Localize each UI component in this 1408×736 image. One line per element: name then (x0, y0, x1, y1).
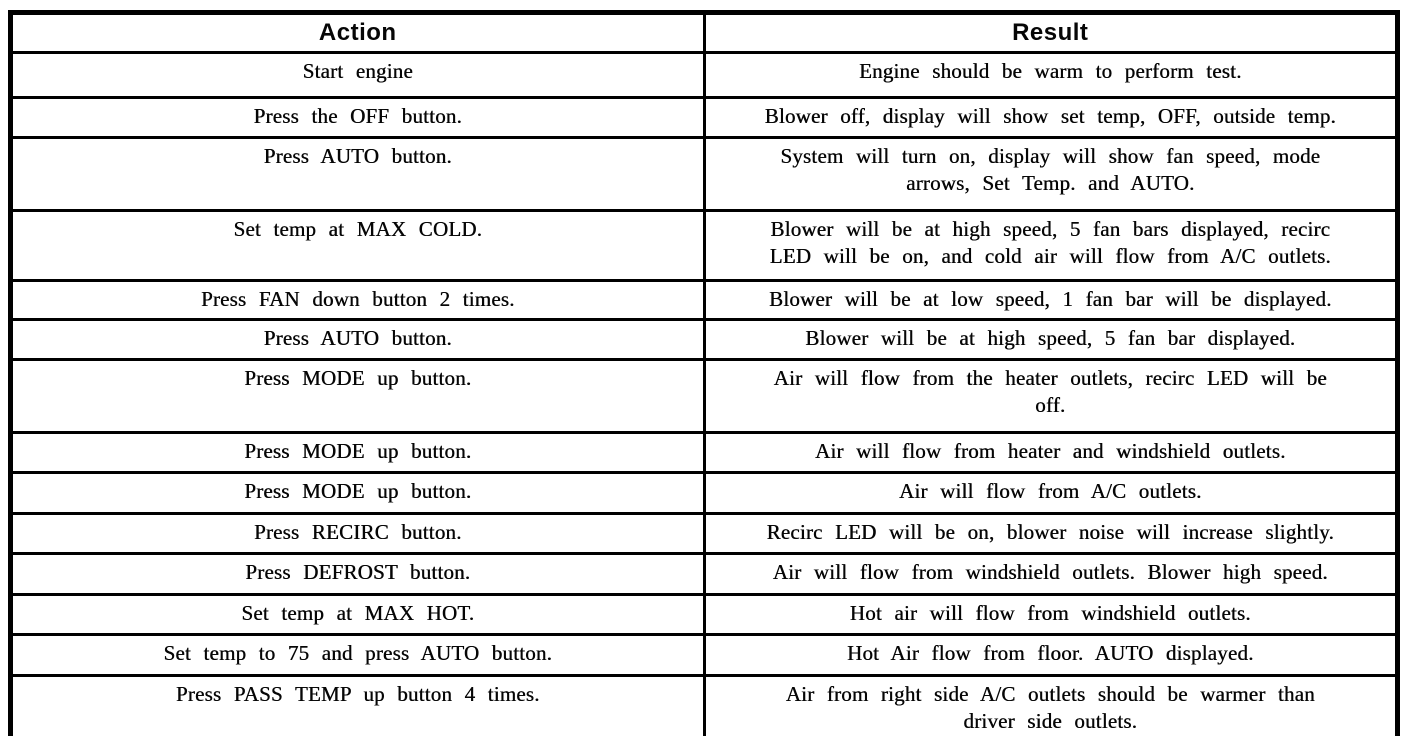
result-cell: Blower will be at low speed, 1 fan bar w… (702, 279, 1399, 321)
action-cell: Press MODE up button. (9, 471, 706, 515)
table-row: Set temp at MAX COLD. Blower will be at h… (9, 209, 1399, 282)
action-cell: Press PASS TEMP up button 4 times. (9, 674, 706, 736)
result-cell: Air will flow from windshield outlets. B… (702, 552, 1399, 596)
table-row: Press the OFF button. Blower off, display… (9, 96, 1399, 139)
result-cell: Hot air will flow from windshield outlet… (702, 593, 1399, 636)
column-header-action: Action (9, 11, 706, 54)
action-cell: Press MODE up button. (9, 358, 706, 434)
action-cell: Press RECIRC button. (9, 512, 706, 555)
action-cell: Start engine (9, 51, 706, 99)
table-row: Press FAN down button 2 times. Blower wil… (9, 279, 1399, 321)
table-row: Press AUTO button. Blower will be at high… (9, 318, 1399, 361)
result-cell: Blower will be at high speed, 5 fan bar … (702, 318, 1399, 361)
result-cell: Air from right side A/C outlets should b… (702, 674, 1399, 736)
table-row: Press PASS TEMP up button 4 times. Air fr… (9, 674, 1399, 736)
action-cell: Press AUTO button. (9, 136, 706, 212)
table-row: Press MODE up button. Air will flow from … (9, 471, 1399, 515)
table-row: Press DEFROST button. Air will flow from … (9, 552, 1399, 596)
table-row: Press MODE up button. Air will flow from … (9, 431, 1399, 474)
result-cell: Engine should be warm to perform test. (702, 51, 1399, 99)
result-cell: System will turn on, display will show f… (702, 136, 1399, 212)
table-row: Press RECIRC button. Recirc LED will be o… (9, 512, 1399, 555)
action-cell: Press DEFROST button. (9, 552, 706, 596)
result-cell: Air will flow from A/C outlets. (702, 471, 1399, 515)
table-body: Start engine Engine should be warm to per… (9, 51, 1399, 736)
action-cell: Press AUTO button. (9, 318, 706, 361)
action-cell: Press FAN down button 2 times. (9, 279, 706, 321)
result-cell: Blower off, display will show set temp, … (702, 96, 1399, 139)
action-cell: Set temp at MAX HOT. (9, 593, 706, 636)
column-header-result: Result (702, 11, 1399, 54)
table-row: Set temp at MAX HOT. Hot air will flow fr… (9, 593, 1399, 636)
result-cell: Recirc LED will be on, blower noise will… (702, 512, 1399, 555)
result-cell: Air will flow from the heater outlets, r… (702, 358, 1399, 434)
table-row: Start engine Engine should be warm to per… (9, 51, 1399, 99)
result-cell: Hot Air flow from floor. AUTO displayed. (702, 633, 1399, 677)
header-row: Action Result (9, 11, 1399, 54)
table-row: Set temp to 75 and press AUTO button. Hot… (9, 633, 1399, 677)
result-cell: Air will flow from heater and windshield… (702, 431, 1399, 474)
table-header: Action Result (9, 11, 1399, 54)
action-cell: Set temp at MAX COLD. (9, 209, 706, 282)
action-cell: Press MODE up button. (9, 431, 706, 474)
hvac-test-procedure-table: Action Result Start engine Engine should … (8, 10, 1400, 736)
result-cell: Blower will be at high speed, 5 fan bars… (702, 209, 1399, 282)
action-cell: Set temp to 75 and press AUTO button. (9, 633, 706, 677)
table-row: Press MODE up button. Air will flow from … (9, 358, 1399, 434)
table-row: Press AUTO button. System will turn on, d… (9, 136, 1399, 212)
action-cell: Press the OFF button. (9, 96, 706, 139)
